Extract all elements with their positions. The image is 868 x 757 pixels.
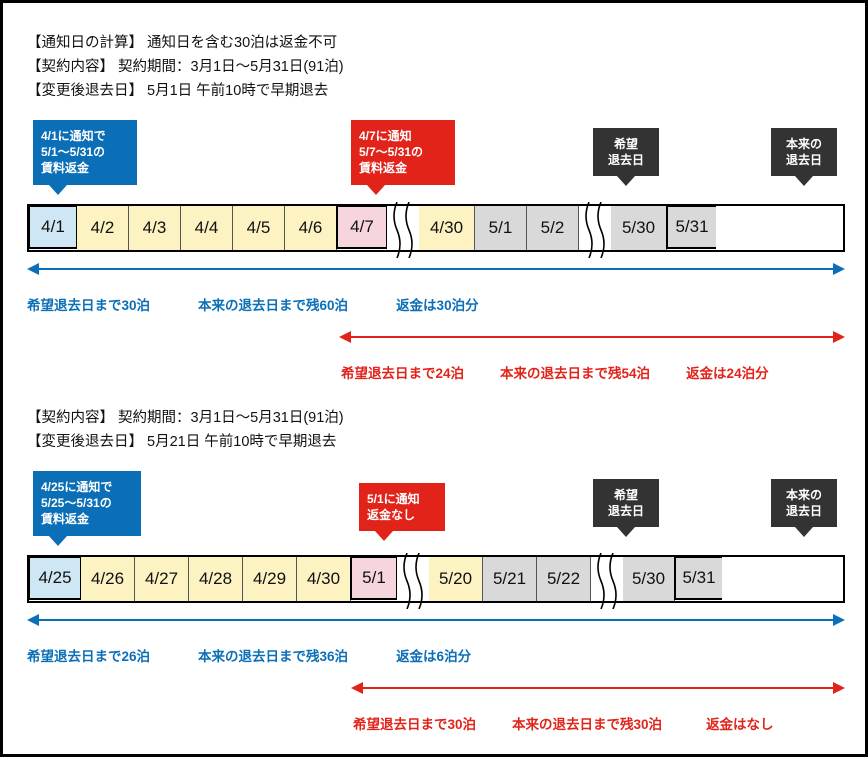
- bubble-text: 4/25に通知で5/25～5/31の賃料返金: [41, 480, 112, 526]
- cap: 希望退去日まで26泊: [27, 645, 150, 665]
- timeline-cell: 4/26: [81, 557, 135, 601]
- timeline-gap: [579, 206, 611, 250]
- blue-arrow-row-2: [27, 611, 845, 643]
- timeline-cell: 4/30: [297, 557, 351, 601]
- cap: 本来の退去日まで残60泊: [198, 294, 348, 314]
- timeline-gap: [397, 557, 429, 601]
- blue-captions-2: 希望退去日まで26泊 本来の退去日まで残36泊 返金は6泊分: [27, 645, 845, 665]
- timeline-cell: 5/1: [475, 206, 527, 250]
- diagram-frame: 【通知日の計算】 通知日を含む30泊は返金不可 【契約内容】 契約期間：3月1日…: [0, 0, 868, 757]
- section-2: 4/25に通知で5/25～5/31の賃料返金 5/1に通知返金なし 希望退去日 …: [27, 471, 845, 733]
- red-arrow-row-1: [27, 328, 845, 360]
- cap: 本来の退去日まで残54泊: [500, 362, 650, 382]
- timeline-cell: 5/31: [674, 556, 722, 600]
- bubble-text: 本来の退去日: [786, 137, 822, 167]
- header2-line-1: 【契約内容】 契約期間：3月1日～5月31日(91泊): [27, 406, 845, 427]
- timeline-gap: [591, 557, 623, 601]
- red-captions-2: 希望退去日まで30泊 本来の退去日まで残30泊 返金はなし: [27, 713, 845, 733]
- timeline-cell: 4/30: [419, 206, 475, 250]
- bubble-wish-2: 希望退去日: [593, 479, 659, 527]
- timeline-cell: 4/7: [336, 205, 388, 249]
- timeline-cell: 4/25: [28, 556, 82, 600]
- timeline-gap: [387, 206, 419, 250]
- timeline-cell: 5/31: [666, 205, 716, 249]
- timeline-cell: 4/3: [129, 206, 181, 250]
- blue-arrow-1: [29, 268, 843, 270]
- bubble-text: 5/1に通知返金なし: [367, 492, 420, 522]
- bubble-text: 4/7に通知5/7～5/31の賃料返金: [359, 129, 423, 175]
- timeline-cell: 4/5: [233, 206, 285, 250]
- timeline-cell: 4/2: [77, 206, 129, 250]
- cap: 希望退去日まで30泊: [27, 294, 150, 314]
- bubble-text: 希望退去日: [608, 137, 644, 167]
- section-1: 4/1に通知で5/1～5/31の賃料返金 4/7に通知5/7～5/31の賃料返金…: [27, 120, 845, 382]
- bubble-text: 希望退去日: [608, 488, 644, 518]
- bubble-blue-1: 4/1に通知で5/1～5/31の賃料返金: [33, 120, 137, 185]
- red-arrow-row-2: [27, 679, 845, 711]
- cap: 本来の退去日まで残30泊: [512, 713, 662, 733]
- timeline-cell: 4/6: [285, 206, 337, 250]
- timeline-cell: 4/4: [181, 206, 233, 250]
- header-line-2: 【契約内容】 契約期間：3月1日～5月31日(91泊): [27, 55, 845, 76]
- timeline-cell: 4/27: [135, 557, 189, 601]
- timeline-cell: 5/22: [537, 557, 591, 601]
- timeline-cell: 4/29: [243, 557, 297, 601]
- cap: 希望退去日まで24泊: [341, 362, 464, 382]
- timeline-cell: 4/1: [28, 205, 78, 249]
- blue-captions-1: 希望退去日まで30泊 本来の退去日まで残60泊 返金は30泊分: [27, 294, 845, 314]
- blue-arrow-row-1: [27, 260, 845, 292]
- bubble-text: 本来の退去日: [786, 488, 822, 518]
- bubbles-row-1: 4/1に通知で5/1～5/31の賃料返金 4/7に通知5/7～5/31の賃料返金…: [27, 120, 845, 198]
- bubble-orig-1: 本来の退去日: [771, 128, 837, 176]
- timeline-cell: 5/20: [429, 557, 483, 601]
- timeline-cell: 5/2: [527, 206, 579, 250]
- red-captions-1: 希望退去日まで24泊 本来の退去日まで残54泊 返金は24泊分: [27, 362, 845, 382]
- header-line-3: 【変更後退去日】 5月1日 午前10時で早期退去: [27, 79, 845, 100]
- cap: 希望退去日まで30泊: [353, 713, 476, 733]
- bubbles-row-2: 4/25に通知で5/25～5/31の賃料返金 5/1に通知返金なし 希望退去日 …: [27, 471, 845, 549]
- header2-line-2: 【変更後退去日】 5月21日 午前10時で早期退去: [27, 430, 845, 451]
- bubble-orig-2: 本来の退去日: [771, 479, 837, 527]
- bubble-wish-1: 希望退去日: [593, 128, 659, 176]
- bubble-red-1: 4/7に通知5/7～5/31の賃料返金: [351, 120, 455, 185]
- bubble-blue-2: 4/25に通知で5/25～5/31の賃料返金: [33, 471, 141, 536]
- timeline-cell: 5/1: [350, 556, 398, 600]
- timeline-cell: 4/28: [189, 557, 243, 601]
- cap: 本来の退去日まで残36泊: [198, 645, 348, 665]
- timeline-cell: 5/30: [623, 557, 675, 601]
- timeline-cell: 5/21: [483, 557, 537, 601]
- cap: 返金は24泊分: [686, 362, 769, 382]
- cap: 返金は6泊分: [396, 645, 471, 665]
- timeline-1: 4/14/24/34/44/54/64/7 4/305/15/2 5/305/31: [27, 204, 845, 252]
- header-line-1: 【通知日の計算】 通知日を含む30泊は返金不可: [27, 31, 845, 52]
- timeline-2: 4/254/264/274/284/294/305/1 5/205/215/22 5…: [27, 555, 845, 603]
- cap: 返金は30泊分: [396, 294, 479, 314]
- bubble-red-2: 5/1に通知返金なし: [359, 483, 445, 531]
- red-arrow-1: [341, 336, 843, 338]
- blue-arrow-2: [29, 619, 843, 621]
- red-arrow-2: [353, 687, 843, 689]
- timeline-cell: 5/30: [611, 206, 667, 250]
- bubble-text: 4/1に通知で5/1～5/31の賃料返金: [41, 129, 106, 175]
- cap: 返金はなし: [706, 713, 774, 733]
